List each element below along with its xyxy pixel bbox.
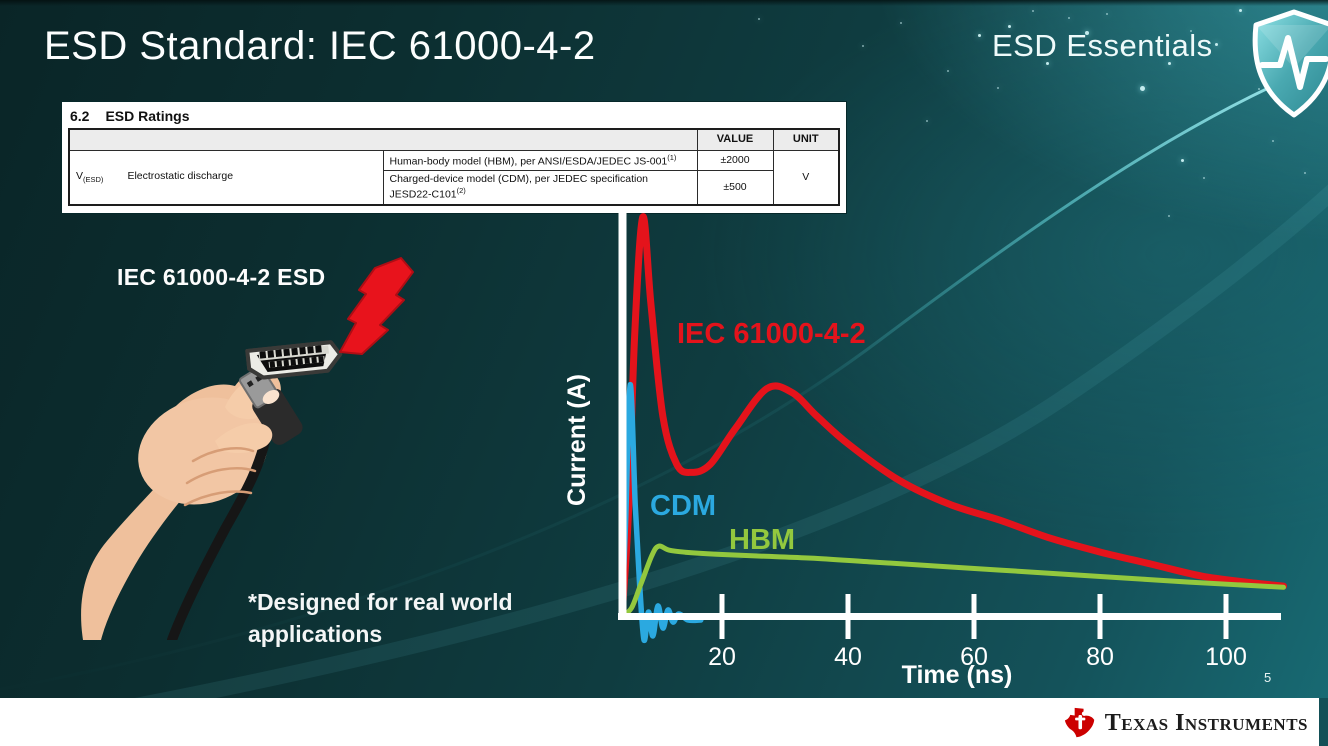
parameter-name: Electrostatic discharge (127, 169, 234, 182)
parameter-cell: V(ESD) Electrostatic discharge (68, 149, 384, 206)
brand-name: Texas Instruments (1104, 709, 1308, 736)
svg-text:60: 60 (960, 643, 988, 671)
page-number: 5 (1264, 670, 1272, 685)
series-label-cdm: CDM (650, 490, 716, 522)
x-axis-label: Time (ns) (902, 661, 1013, 689)
slide-title: ESD Standard: IEC 61000-4-2 (44, 24, 596, 68)
header-value: VALUE (696, 128, 774, 151)
cdm-value-cell: ±500 (696, 170, 774, 206)
parameter-symbol: V(ESD) (76, 169, 104, 185)
top-edge-shade (0, 0, 1328, 6)
hbm-value-cell: ±2000 (696, 149, 774, 172)
esd-essentials-shield-icon (1252, 9, 1328, 118)
section-number: 6.2 (70, 108, 90, 124)
footer-bar (0, 698, 1328, 746)
cdm-description-cell: Charged-device model (CDM), per JEDEC sp… (382, 170, 698, 206)
ti-bug-icon (1064, 707, 1094, 738)
svg-text:40: 40 (834, 643, 862, 671)
table-header-row: VALUE UNIT (68, 128, 840, 151)
esd-ratings-table: 6.2 ESD Ratings VALUE UNIT V(ESD) Electros… (62, 102, 846, 213)
footnote-text: *Designed for real world applications (248, 589, 513, 648)
thumb-overlay (183, 390, 280, 507)
unit-cell: V (772, 149, 840, 206)
header-empty-cell (68, 128, 698, 151)
hand-holding-cable-illustration (81, 257, 414, 640)
cable (167, 426, 272, 640)
x-axis-ticks: 20 40 60 80 100 (708, 594, 1247, 671)
y-axis-label: Current (A) (563, 374, 591, 506)
section-title: ESD Ratings (105, 108, 190, 124)
esd-essentials-label: ESD Essentials (992, 28, 1213, 63)
lightning-bolt-icon (339, 257, 414, 355)
svg-text:80: 80 (1086, 643, 1114, 671)
svg-text:100: 100 (1205, 643, 1247, 671)
table-row: Charged-device model (CDM), per JEDEC sp… (69, 170, 839, 206)
chart-curves (618, 213, 1287, 643)
series-label-hbm: HBM (729, 524, 795, 556)
texas-instruments-logo: Texas Instruments (1064, 706, 1308, 740)
header-unit: UNIT (772, 128, 840, 151)
table-row: V(ESD) Electrostatic discharge Human-body… (68, 149, 840, 206)
footer-corner-wedge (1319, 698, 1328, 746)
esd-current-waveform-chart: 20 40 60 80 100 Time (ns) Current (A) IEC 61… (563, 213, 1287, 689)
series-label-iec: IEC 61000-4-2 (677, 318, 866, 350)
hbm-description-cell: Human-body model (HBM), per ANSI/ESDA/JE… (382, 149, 698, 172)
illustration-caption: IEC 61000-4-2 ESD (117, 264, 326, 290)
section-heading: 6.2 ESD Ratings (68, 107, 840, 128)
hdmi-connector (245, 340, 343, 380)
svg-text:20: 20 (708, 643, 736, 671)
